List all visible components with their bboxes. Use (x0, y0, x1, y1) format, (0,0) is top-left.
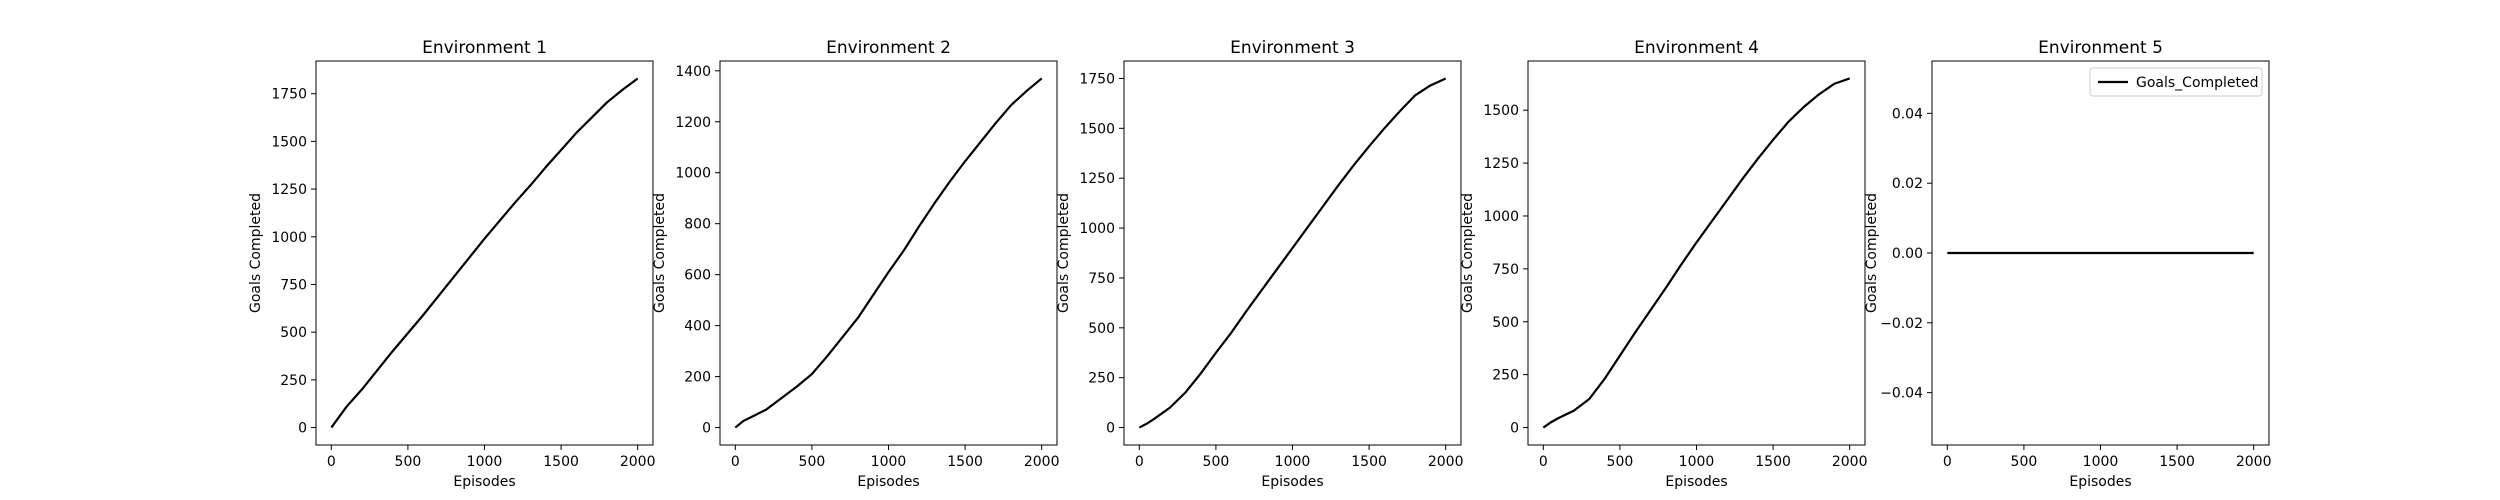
x-tick-label: 0 (1539, 454, 1548, 470)
x-tick-label: 1500 (2159, 454, 2195, 470)
y-tick-label: 0.02 (1892, 176, 1923, 192)
y-tick-label: 0 (1106, 421, 1115, 437)
chart-title: Environment 2 (826, 38, 951, 58)
series-line (1542, 77, 1851, 429)
chart-panel: Environment 1 0 500 1000 1500 2000 0 250 500 750 1… (248, 38, 656, 490)
x-tick-label: 1000 (2083, 454, 2119, 470)
chart-title: Environment 1 (422, 38, 547, 58)
x-tick-label: 2000 (620, 454, 656, 470)
chart-panel: Environment 2 0 500 1000 1500 2000 0 200 400 600 8… (652, 38, 1060, 490)
y-tick-label: −0.02 (1880, 316, 1923, 332)
chart-title: Environment 3 (1230, 38, 1355, 58)
y-tick-label: 1500 (1483, 103, 1519, 119)
x-tick-label: 1500 (947, 454, 983, 470)
x-axis-label: Episodes (453, 474, 515, 490)
y-tick-label: 250 (1088, 371, 1115, 387)
y-tick-label: 750 (280, 277, 307, 293)
y-tick-label: 250 (1492, 368, 1519, 384)
x-tick-label: 500 (799, 454, 826, 470)
legend: Goals_Completed (2089, 67, 2263, 97)
y-axis-label: Goals Completed (1460, 193, 1476, 313)
y-tick-label: 1000 (1079, 221, 1115, 237)
y-tick-label: 1750 (1079, 71, 1115, 87)
chart-panel: Environment 4 0 500 1000 1500 2000 0 250 500 750 1… (1460, 38, 1868, 490)
plot-frame (719, 60, 1058, 446)
chart-panel: Environment 5 0 500 1000 1500 2000 −0.04 −0.02 0… (1864, 38, 2272, 490)
x-axis-label: Episodes (2069, 474, 2131, 490)
y-axis-label: Goals Completed (652, 193, 668, 313)
plot-frame (1527, 60, 1866, 446)
chart-title: Environment 5 (2038, 38, 2163, 58)
x-tick-label: 1000 (1679, 454, 1715, 470)
legend-box (2089, 67, 2263, 97)
y-tick-label: 1000 (271, 230, 307, 246)
x-axis-label: Episodes (1665, 474, 1727, 490)
y-tick-label: 1200 (675, 115, 711, 131)
x-tick-label: 500 (1203, 454, 1230, 470)
y-tick-label: 500 (280, 325, 307, 341)
x-tick-label: 0 (731, 454, 740, 470)
y-tick-label: 800 (684, 217, 711, 233)
y-tick-label: 1750 (271, 87, 307, 103)
x-tick-label: 500 (1607, 454, 1634, 470)
y-tick-label: 200 (684, 370, 711, 386)
x-tick-label: 1500 (1755, 454, 1791, 470)
plot-frame (1123, 60, 1462, 446)
y-tick-label: 250 (280, 373, 307, 389)
plot-frame (315, 60, 654, 446)
y-tick-label: 0 (298, 421, 307, 437)
y-tick-label: 500 (1492, 315, 1519, 331)
chart-panel: Environment 3 0 500 1000 1500 2000 0 250 500 750 1… (1056, 38, 1464, 490)
x-tick-label: 0 (1943, 454, 1952, 470)
y-tick-label: 0 (1510, 421, 1519, 437)
y-tick-label: 400 (684, 319, 711, 335)
series-line (330, 77, 639, 429)
y-tick-label: 1250 (1079, 171, 1115, 187)
x-tick-label: 1500 (1351, 454, 1387, 470)
x-tick-label: 2000 (2236, 454, 2272, 470)
y-tick-label: 750 (1088, 271, 1115, 287)
x-tick-label: 2000 (1024, 454, 1060, 470)
series-line (1138, 77, 1447, 429)
y-tick-label: 600 (684, 268, 711, 284)
y-axis-label: Goals Completed (248, 193, 264, 313)
chart-title: Environment 4 (1634, 38, 1759, 58)
x-tick-label: 1500 (543, 454, 579, 470)
x-axis-label: Episodes (857, 474, 919, 490)
y-tick-label: 1250 (271, 182, 307, 198)
y-tick-label: 0.04 (1892, 106, 1923, 122)
y-axis-label: Goals Completed (1056, 193, 1072, 313)
y-tick-label: 0 (702, 421, 711, 437)
x-tick-label: 1000 (871, 454, 907, 470)
y-axis-label: Goals Completed (1864, 193, 1880, 313)
x-tick-label: 0 (1135, 454, 1144, 470)
y-tick-label: 1500 (271, 134, 307, 150)
y-tick-label: 1500 (1079, 121, 1115, 137)
series-line (734, 77, 1043, 429)
x-axis-label: Episodes (1261, 474, 1323, 490)
y-tick-label: 1000 (675, 166, 711, 182)
x-tick-label: 500 (2011, 454, 2038, 470)
x-tick-label: 1000 (467, 454, 503, 470)
x-tick-label: 1000 (1275, 454, 1311, 470)
x-tick-label: 0 (327, 454, 336, 470)
y-tick-label: −0.04 (1880, 386, 1923, 402)
legend-label: Goals_Completed (2136, 75, 2259, 91)
y-tick-label: 500 (1088, 321, 1115, 337)
y-tick-label: 750 (1492, 262, 1519, 278)
y-tick-label: 1400 (675, 64, 711, 80)
x-tick-label: 500 (395, 454, 422, 470)
x-tick-label: 2000 (1428, 454, 1464, 470)
x-tick-label: 2000 (1832, 454, 1868, 470)
y-tick-label: 0.00 (1892, 246, 1923, 262)
y-tick-label: 1250 (1483, 156, 1519, 172)
y-tick-label: 1000 (1483, 209, 1519, 225)
